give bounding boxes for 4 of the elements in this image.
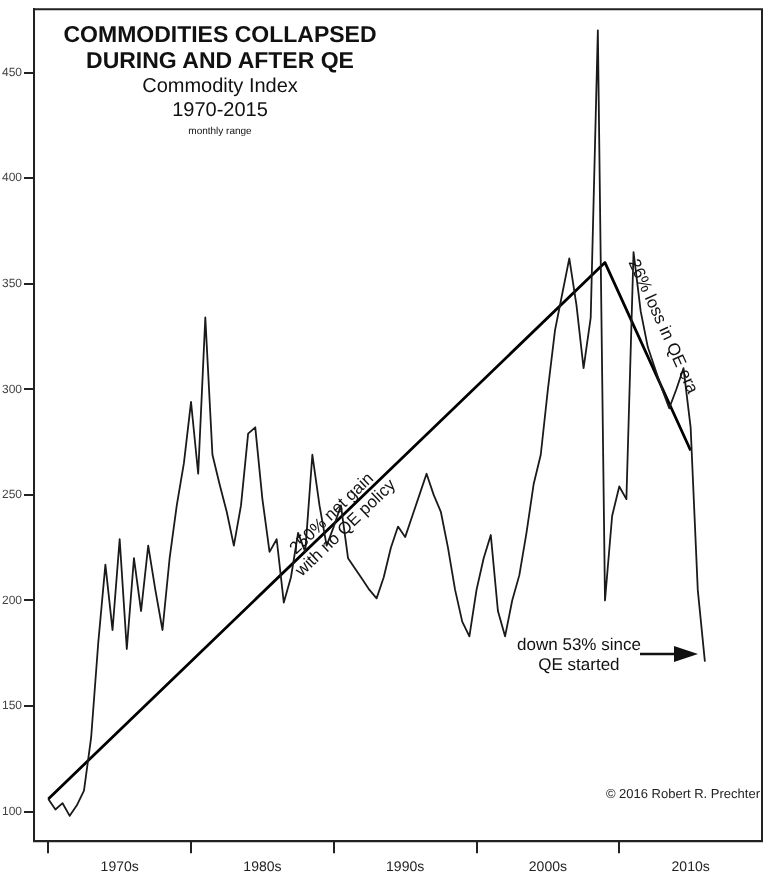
annotation: down 53% since QE started xyxy=(517,633,641,674)
text: COMMODITIES COLLAPSED DURING AND AFTER QE xyxy=(61,24,379,76)
text: Commodity Index 1970-2015 xyxy=(140,76,300,124)
annotation: 26% loss in QE era xyxy=(625,255,704,397)
